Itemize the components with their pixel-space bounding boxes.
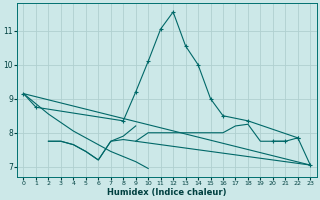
X-axis label: Humidex (Indice chaleur): Humidex (Indice chaleur) (107, 188, 227, 197)
